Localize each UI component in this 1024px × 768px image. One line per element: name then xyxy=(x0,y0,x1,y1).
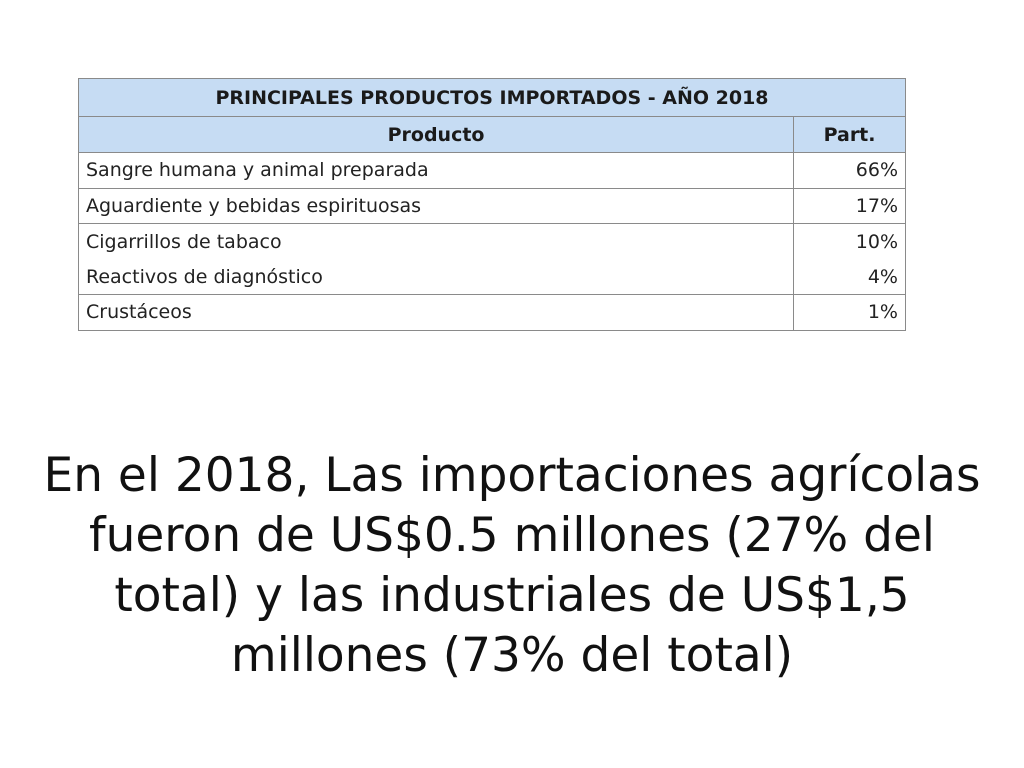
share-cell: 1% xyxy=(793,294,906,331)
table-row: Sangre humana y animal preparada 66% xyxy=(77,152,906,189)
header-share: Part. xyxy=(793,116,906,153)
table-title-row: PRINCIPALES PRODUCTOS IMPORTADOS - AÑO 2… xyxy=(78,78,906,117)
product-cell: Cigarrillos de tabaco xyxy=(77,223,795,259)
imports-table: PRINCIPALES PRODUCTOS IMPORTADOS - AÑO 2… xyxy=(77,78,906,331)
table-row: Cigarrillos de tabaco 10% xyxy=(77,223,906,259)
table-title: PRINCIPALES PRODUCTOS IMPORTADOS - AÑO 2… xyxy=(78,78,906,117)
share-cell: 10% xyxy=(793,223,906,259)
product-cell: Reactivos de diagnóstico xyxy=(77,259,795,295)
table-row: Reactivos de diagnóstico 4% xyxy=(77,259,906,295)
product-cell: Sangre humana y animal preparada xyxy=(77,152,795,189)
table-header-row: Producto Part. xyxy=(77,116,906,153)
summary-caption: En el 2018, Las importaciones agrícolas … xyxy=(43,448,981,683)
share-cell: 17% xyxy=(793,187,906,224)
share-cell: 66% xyxy=(793,152,906,189)
header-product: Producto xyxy=(77,116,795,153)
product-cell: Crustáceos xyxy=(77,294,795,331)
table-row: Aguardiente y bebidas espirituosas 17% xyxy=(77,187,906,224)
imports-table-container: PRINCIPALES PRODUCTOS IMPORTADOS - AÑO 2… xyxy=(77,78,906,331)
share-cell: 4% xyxy=(793,259,906,295)
table-row: Crustáceos 1% xyxy=(77,294,906,331)
product-cell: Aguardiente y bebidas espirituosas xyxy=(77,187,795,224)
